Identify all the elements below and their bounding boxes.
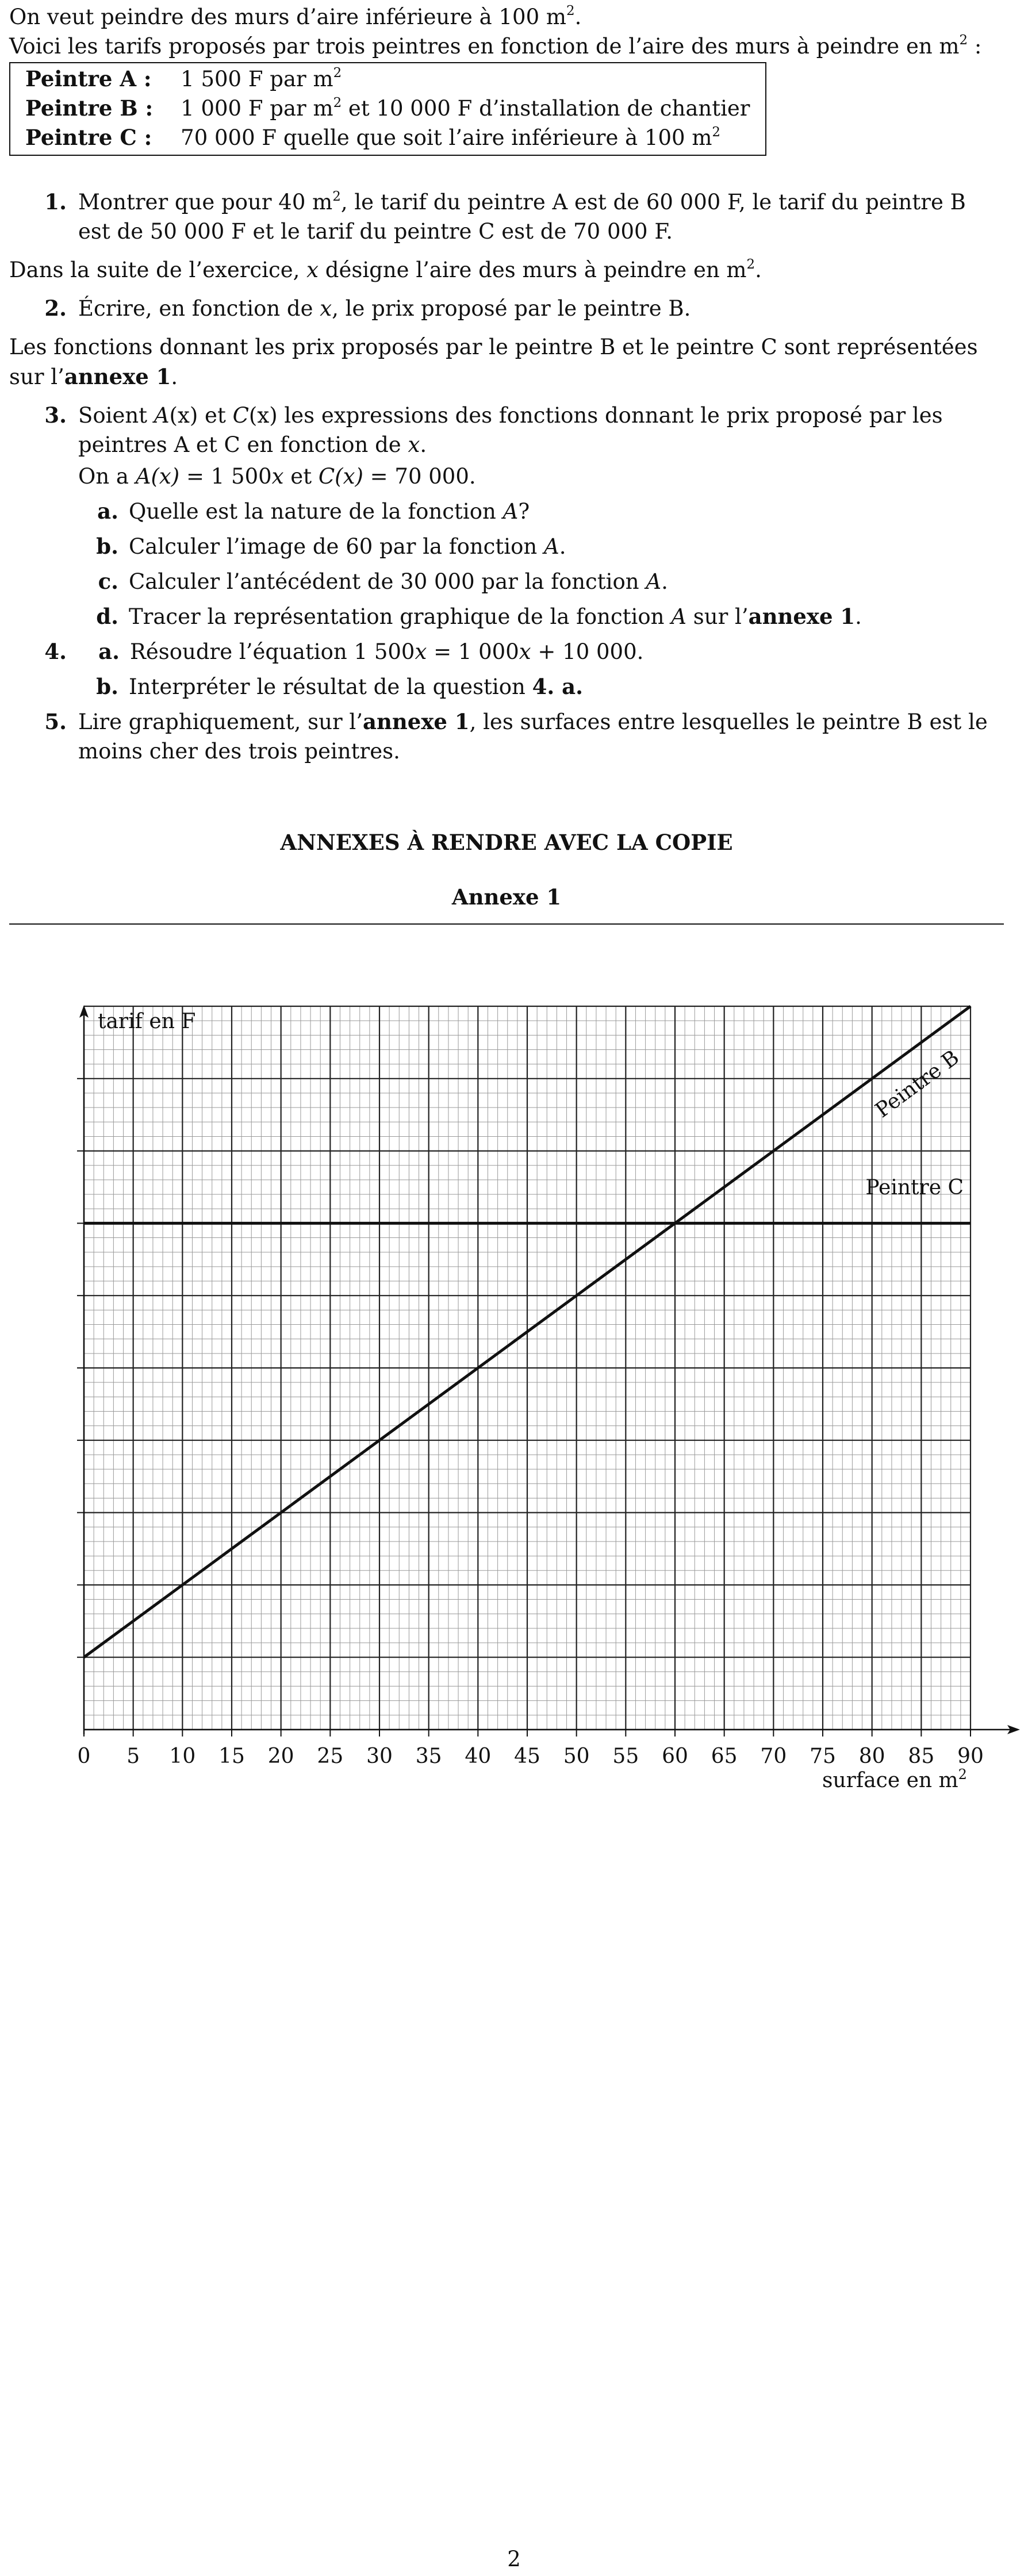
question-3-definitions: On a A(x) = 1 500x et C(x) = 70 000. xyxy=(78,463,476,489)
chart-labels: Peintre B Peintre C tarif en F surface en m… xyxy=(98,1010,967,1792)
x-tick-label: 15 xyxy=(218,1745,245,1768)
x-tick-label: 0 xyxy=(78,1745,91,1768)
question-3c: c. Calculer l’antécédent de 30 000 par l… xyxy=(98,568,668,594)
chart-ticks: 0 5 10 15 20 25 30 35 40 45 50 55 60 65 70 75 80 85 90 xyxy=(77,1078,984,1768)
question-4b: b. Interpréter le résultat de la questio… xyxy=(96,673,584,699)
exercise-page: On veut peindre des murs d’aire inférieu… xyxy=(9,2,1004,925)
x-tick-label: 20 xyxy=(268,1745,294,1768)
x-tick-label: 40 xyxy=(465,1745,491,1768)
x-tick-label: 90 xyxy=(957,1745,984,1768)
series-label-peintre-c: Peintre C xyxy=(865,1176,964,1199)
question-3d: d. Tracer la représentation graphique de… xyxy=(96,603,862,629)
chart-series xyxy=(83,1005,972,1659)
x-axis-title: surface en m2 xyxy=(822,1766,967,1792)
question-3: 3. Soient A(x) et C(x) les expressions d… xyxy=(9,401,1004,491)
x-tick-label: 85 xyxy=(908,1745,934,1768)
chart-axes xyxy=(79,1005,1020,1734)
x-tick-label: 75 xyxy=(810,1745,836,1768)
question-3a: a. Quelle est la nature de la fonction A… xyxy=(97,498,530,524)
x-tick-label: 55 xyxy=(612,1745,639,1768)
y-axis-arrow-icon xyxy=(79,1005,89,1018)
intro-line-1: On veut peindre des murs d’aire inférieu… xyxy=(9,3,582,29)
x-tick-label: 25 xyxy=(317,1745,343,1768)
question-5: 5. Lire graphiquement, sur l’annexe 1, l… xyxy=(44,708,988,764)
question-3b: b. Calculer l’image de 60 par la fonctio… xyxy=(96,533,566,559)
x-axis-arrow-icon xyxy=(1007,1725,1020,1734)
question-4a: 4. a. Résoudre l’équation 1 500x = 1 000… xyxy=(44,638,644,664)
annexes-title: ANNEXES À RENDRE AVEC LA COPIE xyxy=(280,830,733,856)
series-peintre-b-line xyxy=(83,1005,972,1659)
x-tick-label: 65 xyxy=(711,1745,738,1768)
x-tick-label: 80 xyxy=(859,1745,885,1768)
x-tick-label: 5 xyxy=(126,1745,140,1768)
x-tick-label: 30 xyxy=(366,1745,393,1768)
question-3-statement: Soient A(x) et C(x) les expressions des … xyxy=(78,402,943,457)
paragraph-x-definition: Dans la suite de l’exercice, x désigne l… xyxy=(9,256,762,283)
x-tick-label: 60 xyxy=(662,1745,688,1768)
x-tick-label: 70 xyxy=(760,1745,787,1768)
annexe-divider xyxy=(9,923,1004,925)
x-tick-label: 45 xyxy=(514,1745,540,1768)
tarifs-box: Peintre A : 1 500 F par m2 Peintre B : 1… xyxy=(9,62,766,156)
tarif-row-c: Peintre C : 70 000 F quelle que soit l’a… xyxy=(25,124,721,151)
tarif-row-a: Peintre A : 1 500 F par m2 xyxy=(25,66,342,92)
x-tick-label: 10 xyxy=(169,1745,195,1768)
y-axis-title: tarif en F xyxy=(98,1010,195,1033)
annexe-1-title: Annexe 1 xyxy=(451,884,562,910)
paragraph-annexe: Les fonctions donnant les prix proposés … xyxy=(9,335,978,389)
x-tick-label: 50 xyxy=(563,1745,590,1768)
tarif-row-b: Peintre B : 1 000 F par m2 et 10 000 F d… xyxy=(25,95,750,121)
intro-line-2: Voici les tarifs proposés par trois pein… xyxy=(9,33,982,59)
question-2: 2. Écrire, en fonction de x, le prix pro… xyxy=(44,296,691,321)
grid-major xyxy=(83,1005,972,1731)
question-1: 1. Montrer que pour 40 m2, le tarif du p… xyxy=(44,189,966,244)
series-label-peintre-b: Peintre B xyxy=(871,1046,964,1122)
page-number: 2 xyxy=(507,2547,521,2571)
x-tick-label: 35 xyxy=(416,1745,442,1768)
